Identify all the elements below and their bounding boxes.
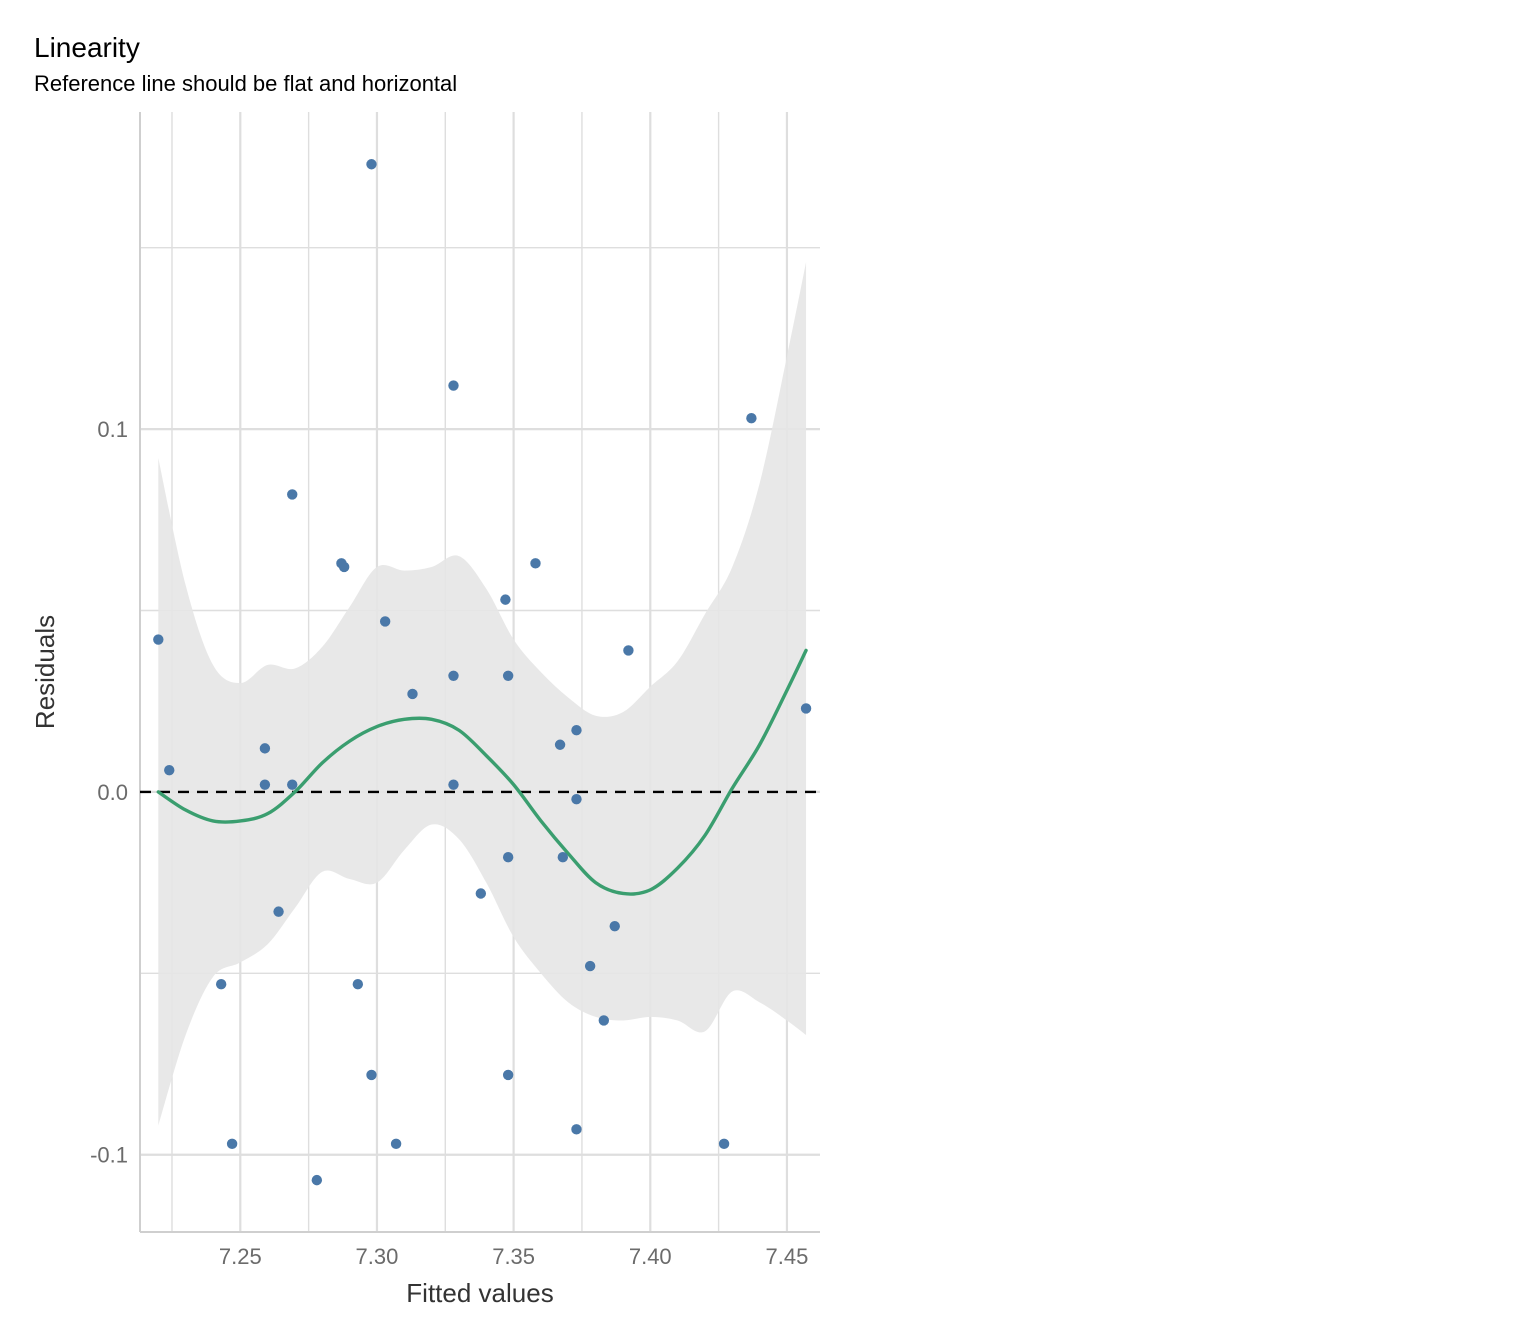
- residual-point: [352, 978, 364, 990]
- residual-point: [226, 1138, 238, 1150]
- residual-point: [502, 670, 514, 682]
- residual-point: [475, 888, 487, 899]
- residual-point: [407, 688, 418, 700]
- residual-point: [623, 645, 634, 656]
- residual-point: [448, 670, 459, 682]
- residual-point: [366, 1069, 377, 1081]
- residual-point: [287, 489, 298, 500]
- residual-point: [153, 634, 164, 645]
- residual-point: [571, 793, 582, 805]
- residual-point: [718, 1138, 730, 1150]
- y-tick-labels: -0.1 0.0 0.1: [90, 417, 128, 1168]
- x-tick-labels: 7.25 7.30 7.35 7.40 7.45: [219, 1244, 808, 1269]
- residual-points: [153, 159, 812, 1186]
- residual-point: [571, 1124, 582, 1135]
- residual-point: [164, 764, 175, 776]
- residual-point: [557, 852, 569, 863]
- residual-point: [584, 960, 596, 972]
- x-tick-label: 7.45: [766, 1244, 809, 1269]
- residual-point: [502, 1069, 514, 1081]
- smooth-line-group: [156, 648, 808, 896]
- x-tick-label: 7.35: [492, 1244, 535, 1269]
- residual-point: [379, 616, 391, 627]
- residual-point: [571, 725, 582, 736]
- residual-point: [259, 743, 271, 754]
- residual-point: [448, 380, 459, 391]
- x-tick-label: 7.25: [219, 1244, 262, 1269]
- y-tick-label: -0.1: [90, 1143, 128, 1168]
- residual-point: [287, 779, 298, 790]
- confidence-band: [158, 262, 807, 1126]
- y-tick-label: 0.1: [97, 417, 128, 442]
- smooth-line: [156, 648, 808, 896]
- x-tick-label: 7.40: [629, 1244, 672, 1269]
- x-axis-title: Fitted values: [406, 1278, 553, 1308]
- chart-subtitle: Reference line should be flat and horizo…: [34, 71, 457, 96]
- residual-point: [746, 413, 757, 424]
- residual-point: [311, 1174, 323, 1186]
- residual-point: [259, 779, 271, 790]
- residual-point: [338, 561, 350, 573]
- residual-point: [366, 159, 377, 170]
- residual-point: [448, 779, 459, 790]
- residual-point: [598, 1015, 610, 1026]
- y-tick-label: 0.0: [97, 780, 128, 805]
- residual-point: [390, 1138, 402, 1150]
- residual-point: [554, 739, 566, 750]
- chart-title: Linearity: [34, 32, 140, 63]
- residual-point: [215, 978, 227, 990]
- confidence-band-area: [158, 262, 807, 1126]
- residual-point: [500, 594, 511, 605]
- y-axis-title: Residuals: [30, 615, 60, 729]
- x-tick-label: 7.30: [356, 1244, 399, 1269]
- residual-point: [273, 906, 284, 917]
- residual-point: [530, 558, 541, 569]
- residual-point: [609, 920, 620, 932]
- axis-lines: [139, 112, 820, 1233]
- residual-point: [800, 703, 812, 714]
- residual-point: [502, 852, 514, 863]
